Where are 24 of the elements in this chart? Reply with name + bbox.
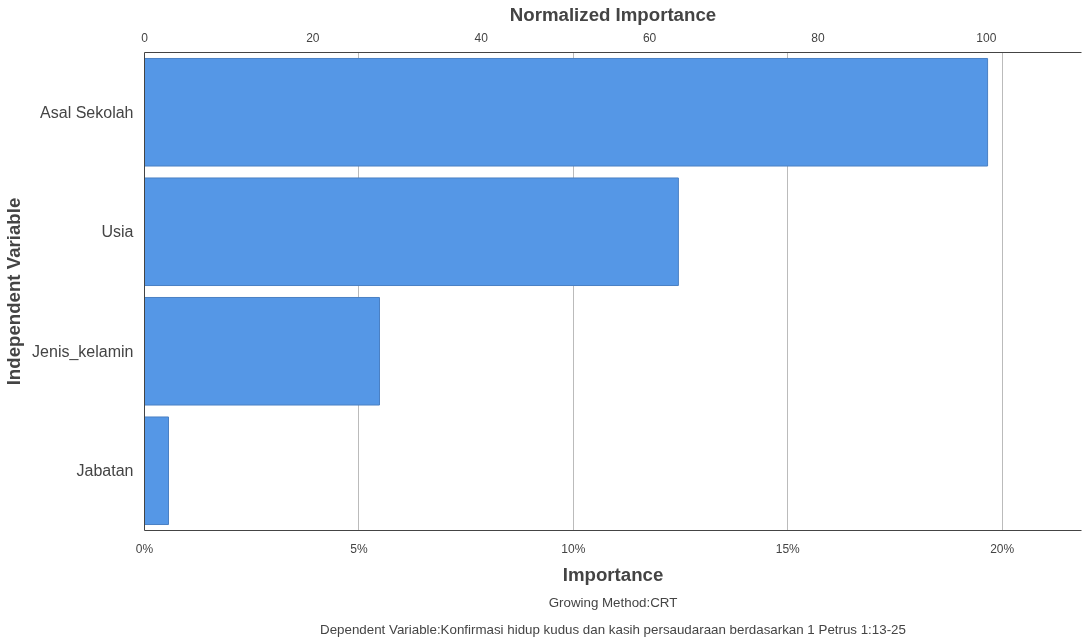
x2-tick-label: 40 xyxy=(474,30,489,45)
text: Dependent Variable:Konfirmasi hidup kudus dan kasih persaudaraan berdasarkan 1 Petrus 1:13-25 xyxy=(320,621,906,637)
x-tick-label: 15% xyxy=(775,541,801,556)
bar xyxy=(144,416,170,526)
bar xyxy=(144,177,679,287)
x-axis-title: Importance xyxy=(562,563,664,585)
x2-tick-label: 80 xyxy=(811,30,825,45)
x2-tick-label: 0 xyxy=(141,30,149,45)
x2-tick-label: 100 xyxy=(976,30,997,45)
text: Growing Method:CRT xyxy=(548,594,678,610)
x2-tick-label: 60 xyxy=(642,30,657,45)
x-tick-label: 20% xyxy=(990,541,1015,556)
x-tick-label: 0% xyxy=(135,541,154,556)
y-tick-label: Jenis_kelamin xyxy=(32,342,134,361)
x2-tick-label: 20 xyxy=(306,30,320,45)
bar xyxy=(144,296,380,406)
x-tick-label: 10% xyxy=(561,541,586,556)
bar xyxy=(144,57,989,167)
y-axis-title: Independent Variable xyxy=(3,197,25,386)
y-tick-label: Usia xyxy=(101,223,134,241)
x2-axis-title: Normalized Importance xyxy=(509,3,717,25)
y-tick-label: Jabatan xyxy=(76,462,134,480)
y-tick-label: Asal Sekolah xyxy=(40,103,134,121)
x-tick-label: 5% xyxy=(350,541,368,556)
